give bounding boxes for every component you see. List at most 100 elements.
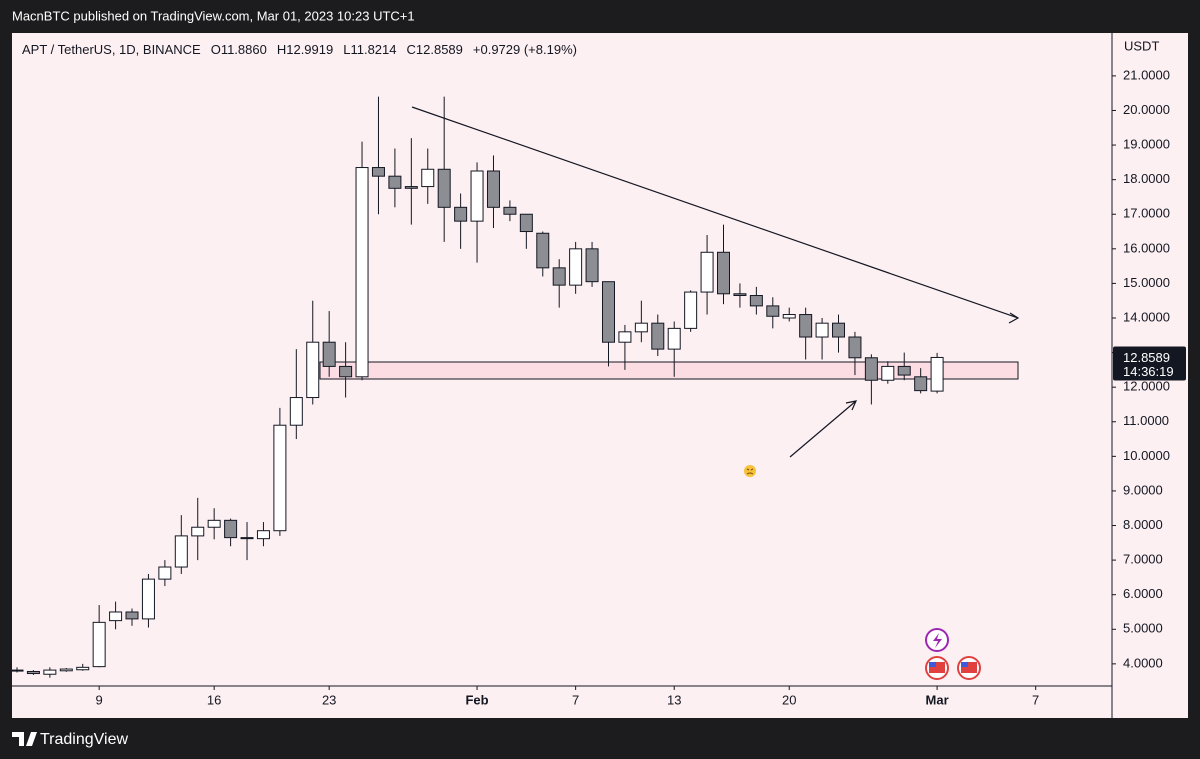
support-zone xyxy=(319,361,1019,380)
candle-body xyxy=(503,206,517,215)
legend-low: L11.8214 xyxy=(343,42,396,57)
candle-body xyxy=(322,341,336,367)
candle-body xyxy=(404,186,418,189)
candle-body xyxy=(585,248,599,283)
candle-body xyxy=(914,376,928,392)
y-tick-label: 14.0000 xyxy=(1123,309,1170,324)
candle-body xyxy=(864,357,878,381)
legend-close: C12.8589 xyxy=(407,42,463,57)
candle-body xyxy=(207,519,221,528)
candle-body xyxy=(651,322,665,350)
y-tick-label: 10.0000 xyxy=(1123,448,1170,463)
trend-arrow-head xyxy=(1008,312,1020,324)
publisher-line: MacnBTC published on TradingView.com, Ma… xyxy=(12,8,415,23)
x-tick-label: 23 xyxy=(322,692,336,707)
y-tick-label: 11.0000 xyxy=(1123,413,1169,428)
arrow xyxy=(789,400,857,458)
last-price-label: 12.8589 xyxy=(1123,350,1170,365)
last-price-box xyxy=(1113,346,1186,381)
y-tick-label: 5.0000 xyxy=(1123,621,1163,636)
x-tick-label: 7 xyxy=(1032,692,1039,707)
candle-body xyxy=(782,314,796,319)
candle-body xyxy=(421,168,435,188)
y-tick-label: 9.0000 xyxy=(1123,482,1163,497)
candle-body xyxy=(749,295,763,307)
x-tick-label: 13 xyxy=(667,692,681,707)
candle-body xyxy=(437,168,451,208)
candle-body xyxy=(240,537,254,540)
trend-line xyxy=(411,106,1019,319)
candle-body xyxy=(815,322,829,338)
x-tick-label: 9 xyxy=(96,692,103,707)
candle-body xyxy=(256,530,270,540)
candle-body xyxy=(930,356,944,392)
legend-change: +0.9729 (+8.19%) xyxy=(473,42,577,57)
candle-body xyxy=(601,281,615,343)
countdown: 14:36:19 xyxy=(1123,364,1174,379)
y-tick-label: 8.0000 xyxy=(1123,517,1163,532)
candle-body xyxy=(26,670,40,675)
x-tick-label: 20 xyxy=(782,692,796,707)
x-tick-label: Feb xyxy=(465,692,488,707)
candle-body xyxy=(306,341,320,399)
candle-body xyxy=(552,267,566,286)
x-tick-label: 16 xyxy=(207,692,221,707)
emoji-face xyxy=(744,465,756,477)
candle-body xyxy=(355,167,369,378)
footer-brand: TradingView xyxy=(40,731,128,748)
candle-body xyxy=(273,424,287,532)
y-tick-label: 6.0000 xyxy=(1123,586,1163,601)
candle-body xyxy=(569,248,583,286)
candle-body xyxy=(339,365,353,378)
candle-body xyxy=(141,578,155,620)
event-icons xyxy=(925,628,981,680)
y-tick-label: 12.0000 xyxy=(1123,379,1170,394)
candle-body xyxy=(76,666,90,671)
candle-body xyxy=(125,611,139,620)
candle-body xyxy=(486,170,500,208)
candle-body xyxy=(12,669,24,672)
candle-body xyxy=(618,331,632,343)
candle-body xyxy=(766,305,780,317)
candle-body xyxy=(174,535,188,568)
candle-body xyxy=(684,291,698,329)
y-tick-label: 16.0000 xyxy=(1123,240,1170,255)
candle-body xyxy=(881,365,895,381)
candle-body xyxy=(224,519,238,539)
y-tick-label: 21.0000 xyxy=(1123,67,1170,82)
candle-body xyxy=(92,621,106,668)
arrow-head xyxy=(845,400,858,411)
candle-body xyxy=(717,251,731,295)
candle-body xyxy=(454,206,468,222)
candle-body xyxy=(519,213,533,233)
candle-body xyxy=(470,170,484,222)
candle-body xyxy=(832,322,846,338)
y-tick-label: 17.0000 xyxy=(1123,206,1170,221)
y-axis-label: USDT xyxy=(1124,38,1159,53)
candle-body xyxy=(371,167,385,177)
y-tick-label: 19.0000 xyxy=(1123,136,1170,151)
candle-body xyxy=(848,336,862,359)
candle-body xyxy=(158,566,172,580)
candle-body xyxy=(897,365,911,376)
x-tick-label: Mar xyxy=(926,692,949,707)
candle-body xyxy=(43,669,57,675)
candles xyxy=(12,96,944,678)
candle-body xyxy=(59,668,73,672)
candle-body xyxy=(388,175,402,189)
candle-body xyxy=(536,232,550,269)
candle-body xyxy=(191,526,205,537)
candle-body xyxy=(289,397,303,426)
candle-body xyxy=(667,327,681,350)
candle-body xyxy=(109,611,123,622)
y-tick-label: 15.0000 xyxy=(1123,275,1170,290)
y-tick-label: 18.0000 xyxy=(1123,171,1170,186)
chart-legend: APT / TetherUS, 1D, BINANCE O11.8860 H12.9… xyxy=(22,42,577,57)
candle-body xyxy=(700,251,714,293)
y-tick-label: 4.0000 xyxy=(1123,655,1163,670)
y-tick-label: 20.0000 xyxy=(1123,102,1170,117)
legend-open: O11.8860 xyxy=(211,42,267,57)
candle-body xyxy=(733,293,747,297)
